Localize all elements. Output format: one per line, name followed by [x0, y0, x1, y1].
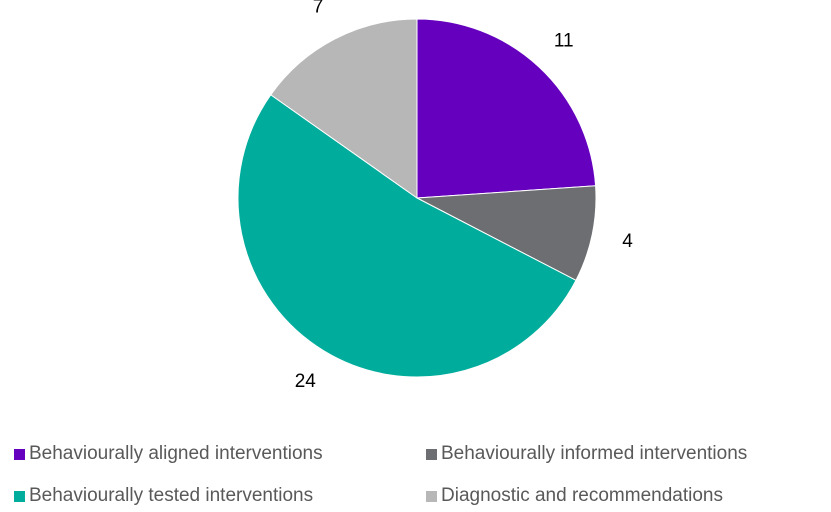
legend-label: Diagnostic and recommendations — [441, 485, 723, 506]
pie-slices — [237, 18, 597, 378]
legend-swatch — [426, 448, 437, 460]
legend-item-aligned: Behaviourally aligned interventions — [14, 443, 323, 465]
legend-swatch — [14, 490, 25, 502]
data-label: 7 — [313, 0, 324, 18]
legend-label: Behaviourally informed interventions — [441, 443, 748, 464]
data-labels: 11 4 24 7 — [295, 0, 633, 392]
data-label: 4 — [622, 231, 633, 252]
legend-item-diagnostic: Diagnostic and recommendations — [426, 485, 723, 507]
data-label: 24 — [295, 371, 317, 392]
data-label: 11 — [554, 30, 574, 51]
legend-label: Behaviourally tested interventions — [29, 485, 314, 506]
pie-slice-diagnostic-and-recommendations — [270, 18, 418, 199]
legend-swatch — [14, 448, 25, 460]
pie-slice-behaviourally-aligned-interventions — [416, 18, 597, 199]
legend-label: Behaviourally aligned interventions — [29, 443, 323, 464]
pie-slice-behaviourally-informed-interventions — [415, 185, 597, 282]
legend-swatch — [426, 490, 437, 502]
pie-slice-behaviourally-tested-interventions — [237, 94, 577, 378]
legend-item-tested: Behaviourally tested interventions — [14, 485, 313, 507]
legend-item-informed: Behaviourally informed interventions — [426, 443, 747, 465]
